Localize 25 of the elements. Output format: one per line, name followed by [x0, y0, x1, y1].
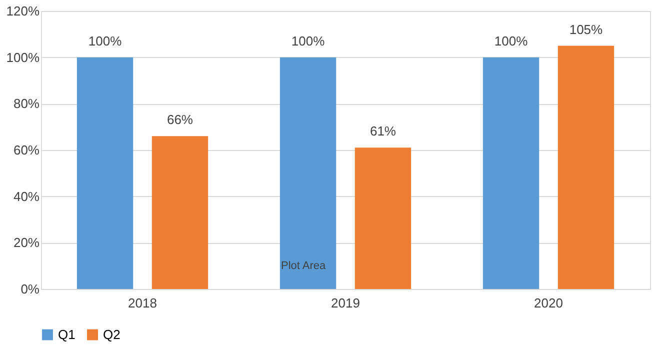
data-label: 100% [88, 33, 122, 48]
bar [558, 46, 614, 289]
x-tick-label: 2018 [128, 296, 157, 310]
y-tick-label: 80% [13, 96, 40, 112]
x-tick-label: 2019 [331, 296, 360, 310]
data-label: 66% [166, 112, 194, 128]
y-tick-label: 120% [6, 4, 40, 18]
data-label: 100% [291, 33, 326, 48]
bar [354, 148, 412, 289]
y-tick-label: 100% [6, 50, 40, 65]
legend-label: Q1 [58, 326, 76, 342]
bar [280, 57, 336, 289]
y-tick-label: 20% [13, 235, 40, 250]
bar [76, 57, 134, 289]
data-label: 100% [494, 33, 528, 48]
legend-label: Q2 [103, 326, 120, 342]
annotation: Plot Area [281, 260, 327, 272]
data-label: 61% [370, 124, 396, 139]
data-label: 105% [569, 22, 604, 37]
y-tick-label: 0% [20, 282, 40, 296]
y-tick-label: 60% [13, 142, 40, 158]
x-tick-label: 2020 [534, 296, 563, 310]
bar [482, 57, 540, 289]
bar [152, 136, 208, 289]
y-tick-label: 40% [13, 188, 40, 204]
